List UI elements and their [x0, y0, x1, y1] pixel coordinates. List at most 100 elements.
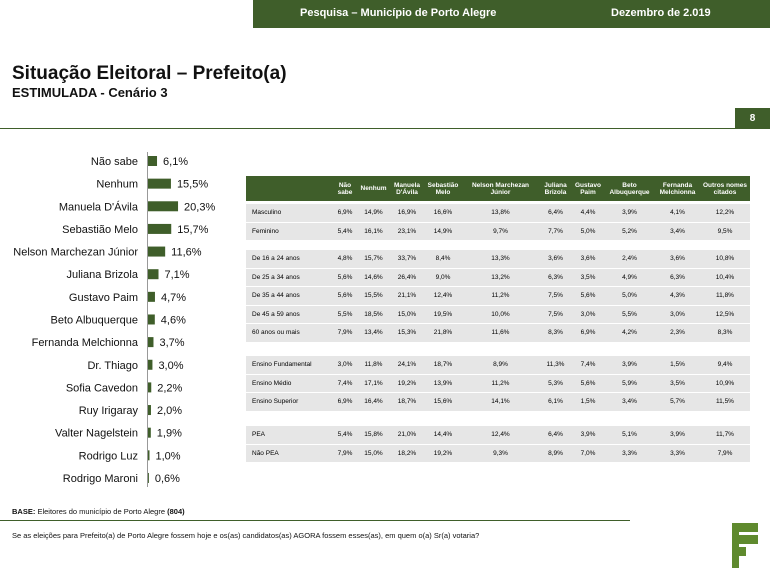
value-label: 1,9% [157, 428, 182, 440]
table-row [246, 268, 750, 286]
value-label: 0,6% [155, 473, 180, 485]
table-cell: 18,7% [433, 361, 453, 369]
table-cell: 5,2% [622, 227, 637, 235]
table-row [246, 204, 750, 222]
table-cell: 15,0% [364, 449, 383, 457]
table-cell: 21,1% [397, 292, 417, 300]
value-label: 4,6% [161, 314, 186, 326]
table-cell: 5,9% [622, 379, 637, 387]
table-cell: 5,3% [548, 379, 563, 387]
table-cell: 5,6% [580, 379, 596, 387]
question: Se as eleições para Prefeito(a) de Porto… [12, 531, 480, 540]
base-label: BASE: [12, 507, 36, 516]
value-label: 20,3% [184, 201, 215, 213]
table-row [246, 393, 750, 411]
table-cell: 19,2% [397, 379, 417, 387]
bar [148, 359, 153, 370]
table-cell: 3,0% [670, 310, 685, 318]
table-cell: 24,1% [397, 361, 417, 369]
category-label: Nenhum [96, 179, 138, 191]
table-cell: 16,6% [433, 209, 453, 217]
table-cell: 15,8% [364, 431, 383, 439]
column-header: Não sabe [337, 181, 353, 196]
table-cell: 12,4% [491, 431, 510, 439]
logo [732, 523, 758, 568]
table-cell: 5,5% [337, 310, 353, 318]
column-header: Juliana Brizola [544, 181, 567, 196]
category-label: Dr. Thiago [87, 360, 138, 372]
table-cell: 7,5% [548, 292, 563, 300]
page-number: 8 [735, 108, 770, 128]
table-cell: 5,1% [622, 431, 637, 439]
table-cell: 18,7% [397, 398, 417, 406]
table-cell: 18,2% [397, 449, 417, 457]
table-cell: 7,4% [337, 379, 353, 387]
table-cell: 19,5% [433, 310, 453, 318]
table-cell: 11,8% [716, 292, 734, 300]
column-header: Nelson Marchezan Júnior [471, 181, 530, 196]
category-label: Fernanda Melchionna [32, 337, 139, 349]
table-cell: 3,3% [622, 449, 637, 457]
row-label: PEA [252, 431, 266, 439]
category-label: Sofia Cavedon [66, 382, 138, 394]
bar [148, 291, 155, 302]
table-cell: 11,3% [546, 361, 565, 369]
table-cell: 4,3% [670, 292, 685, 300]
category-label: Ruy Irigaray [79, 405, 139, 417]
table-cell: 10,0% [491, 310, 510, 318]
table-cell: 3,9% [622, 209, 637, 217]
table-cell: 7,4% [580, 361, 596, 369]
bar-chart: Não sabe 6,1% Nenhum 15,5% Manuela D'Ávila 20… [13, 152, 215, 487]
category-label: Não sabe [91, 156, 138, 168]
table-cell: 7,9% [337, 329, 353, 337]
table-cell: 11,5% [716, 398, 734, 406]
table-cell: 3,3% [670, 449, 685, 457]
value-label: 2,0% [157, 405, 182, 417]
table-cell: 5,4% [337, 431, 353, 439]
table-cell: 14,9% [433, 227, 453, 235]
base-text: Eleitores do município de Porto Alegre [37, 507, 166, 516]
bar [148, 472, 149, 483]
table-cell: 10,9% [715, 379, 735, 387]
column-header: Fernanda Melchionna [659, 181, 696, 196]
table-header-bg [246, 176, 750, 201]
table-cell: 21,8% [433, 329, 453, 337]
table-cell: 6,1% [548, 398, 563, 406]
bar [148, 337, 154, 348]
column-header: Nenhum [360, 185, 387, 192]
table-cell: 8,9% [548, 449, 563, 457]
subtitle-text: Cenário 3 [108, 85, 168, 100]
table-cell: 10,4% [715, 273, 735, 281]
table-cell: 11,2% [491, 292, 510, 300]
category-label: Sebastião Melo [62, 224, 138, 236]
table-cell: 3,4% [670, 227, 685, 235]
table-cell: 17,1% [364, 379, 383, 387]
table-cell: 12,2% [715, 209, 735, 217]
table-row [246, 444, 750, 462]
row-label: Ensino Superior [252, 398, 299, 406]
table-cell: 9,3% [493, 449, 508, 457]
category-label: Manuela D'Ávila [59, 200, 139, 213]
table-cell: 13,3% [491, 255, 510, 263]
row-label: De 35 a 44 anos [252, 292, 300, 300]
column-header: Beto Albuquerque [609, 181, 650, 196]
table-cell: 4,1% [670, 209, 685, 217]
table-cell: 6,4% [548, 431, 563, 439]
table-cell: 11,7% [716, 431, 734, 439]
table-cell: 8,3% [717, 329, 733, 337]
table-row [246, 250, 750, 268]
table-cell: 5,6% [580, 292, 596, 300]
table-cell: 15,3% [397, 329, 417, 337]
table-cell: 14,9% [364, 209, 383, 217]
divider [0, 128, 770, 129]
table-cell: 8,4% [435, 255, 451, 263]
table-cell: 2,3% [670, 329, 685, 337]
table-cell: 3,0% [580, 310, 596, 318]
bar [148, 427, 151, 438]
table-cell: 6,9% [337, 398, 353, 406]
table-cell: 6,3% [548, 273, 563, 281]
table-cell: 3,9% [670, 431, 685, 439]
table-cell: 3,9% [622, 361, 637, 369]
column-header: Sebastião Melo [427, 181, 459, 196]
